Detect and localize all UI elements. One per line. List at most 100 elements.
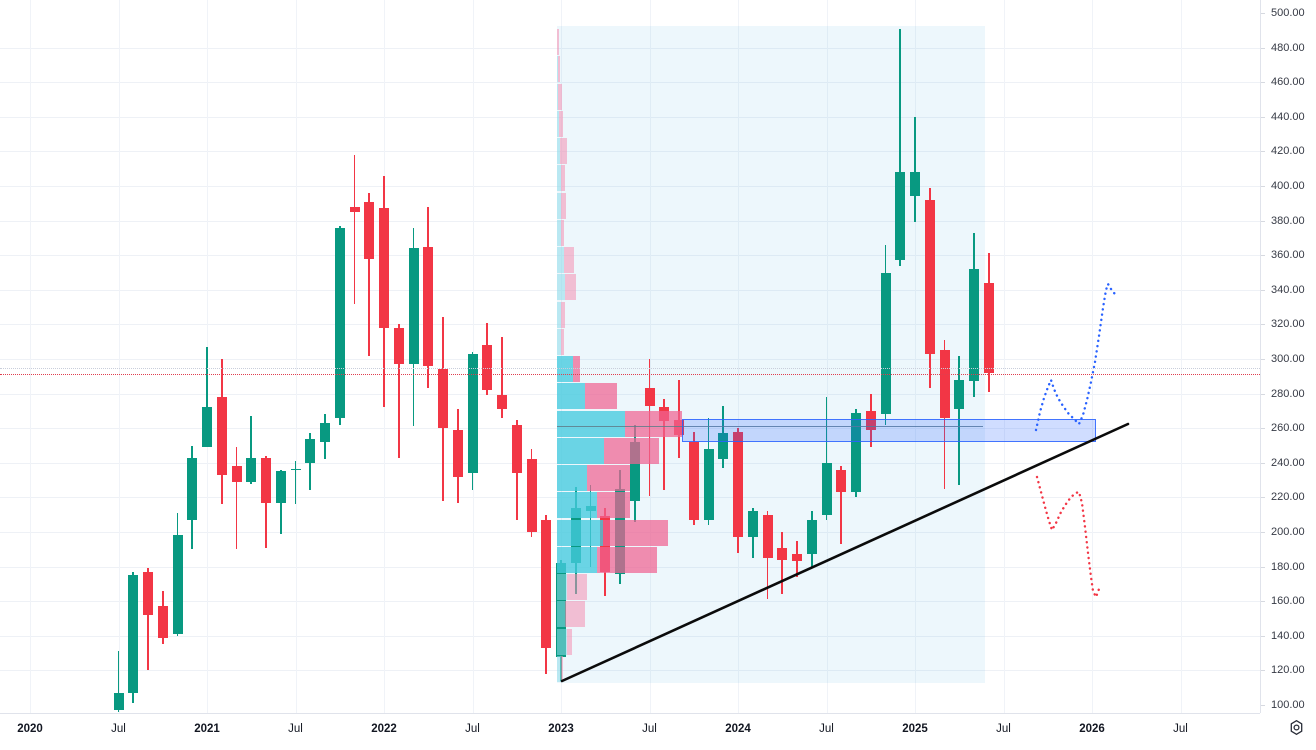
candle-2021-05 bbox=[261, 457, 271, 503]
candle-2022-05 bbox=[438, 369, 448, 429]
candle-wick-2021-03 bbox=[235, 447, 238, 550]
y-axis-label: 260.00 bbox=[1271, 422, 1305, 435]
y-axis-tick bbox=[1261, 532, 1265, 533]
volume-profile-sell-row bbox=[558, 83, 562, 110]
x-axis-label-month: Jul bbox=[1173, 723, 1188, 735]
candle-wick-2020-07 bbox=[117, 651, 120, 712]
candle-2020-09 bbox=[143, 571, 153, 616]
volume-profile-buy-row bbox=[557, 410, 625, 437]
y-axis-label: 320.00 bbox=[1271, 318, 1305, 331]
gridline-vertical bbox=[915, 0, 916, 713]
candle-2024-05 bbox=[792, 554, 802, 562]
volume-profile-buy-row bbox=[557, 83, 558, 110]
candle-2025-02 bbox=[924, 199, 935, 354]
y-axis-label: 480.00 bbox=[1271, 41, 1305, 54]
volume-profile-sell-row bbox=[561, 165, 565, 192]
volume-profile-sell-row bbox=[559, 110, 563, 137]
candlestick-chart-area[interactable] bbox=[0, 0, 1260, 713]
candle-2021-11 bbox=[349, 206, 360, 212]
volume-profile-sell-row bbox=[585, 383, 617, 410]
candle-2023-10 bbox=[688, 442, 699, 520]
y-axis-tick bbox=[1261, 289, 1265, 291]
candle-2020-11 bbox=[172, 535, 183, 635]
y-axis-label: 220.00 bbox=[1271, 491, 1305, 504]
volume-profile-buy-row bbox=[557, 574, 567, 600]
candle-2022-10 bbox=[511, 424, 522, 474]
volume-profile-sell-row bbox=[597, 546, 657, 573]
volume-profile-buy-row bbox=[557, 601, 565, 628]
time-axis[interactable]: 2020 Jul 2021 Jul 2022 Jul 2023 Jul 2024 Jul 2025 J… bbox=[0, 713, 1316, 750]
gridline-vertical bbox=[118, 0, 120, 713]
x-axis-label-month: Jul bbox=[465, 723, 480, 735]
y-axis-tick bbox=[1261, 151, 1265, 153]
x-axis-label-month: Jul bbox=[642, 723, 657, 735]
y-axis-tick bbox=[1261, 13, 1265, 14]
y-axis-label: 500.00 bbox=[1271, 7, 1305, 19]
x-axis-label-year: 2023 bbox=[548, 723, 574, 735]
candle-2020-07 bbox=[113, 692, 124, 711]
candle-2022-09 bbox=[497, 395, 507, 410]
gridline-horizontal bbox=[0, 220, 1260, 222]
candle-2021-06 bbox=[275, 471, 286, 503]
volume-profile-sell-row bbox=[603, 519, 668, 546]
candle-wick-2022-09 bbox=[501, 336, 503, 418]
volume-profile-buy-row bbox=[557, 437, 604, 464]
volume-profile-buy-row bbox=[557, 655, 561, 682]
candle-2022-02 bbox=[393, 327, 404, 365]
candle-2024-10 bbox=[865, 410, 876, 430]
y-axis-tick bbox=[1261, 670, 1265, 672]
candle-2021-08 bbox=[305, 438, 316, 463]
volume-profile-sell-row bbox=[561, 655, 563, 682]
candle-wick-2021-07 bbox=[294, 461, 297, 505]
y-axis-label: 380.00 bbox=[1271, 214, 1305, 227]
candle-2024-01 bbox=[733, 431, 743, 538]
x-axis-label-year: 2026 bbox=[1079, 723, 1105, 735]
gridline-vertical bbox=[826, 0, 828, 713]
candle-wick-2021-04 bbox=[250, 416, 253, 484]
candle-2022-11 bbox=[526, 459, 537, 532]
candle-wick-2024-04 bbox=[781, 532, 784, 595]
price-axis[interactable]: 500.00 480.00 460.00 440.00 420.00 400.00 380.… bbox=[1260, 0, 1316, 713]
candle-wick-2021-12 bbox=[368, 192, 371, 356]
y-axis-tick bbox=[1261, 601, 1265, 603]
volume-profile-range[interactable] bbox=[557, 26, 985, 683]
gridline-horizontal bbox=[0, 255, 1260, 257]
volume-profile-sell-row bbox=[560, 138, 567, 164]
y-axis-tick bbox=[1261, 47, 1265, 49]
y-axis-label: 340.00 bbox=[1271, 283, 1305, 296]
y-axis-tick bbox=[1261, 705, 1265, 706]
y-axis-label: 420.00 bbox=[1271, 145, 1305, 158]
candle-wick-2020-09 bbox=[147, 568, 149, 671]
volume-profile-buy-row bbox=[557, 492, 597, 519]
volume-profile-sell-row bbox=[561, 328, 564, 355]
volume-profile-sell-row bbox=[565, 274, 576, 301]
candle-2020-12 bbox=[187, 457, 198, 520]
y-axis-tick bbox=[1261, 566, 1265, 568]
supply-zone-rectangle[interactable] bbox=[682, 418, 1096, 442]
gridline-vertical bbox=[1092, 0, 1093, 713]
y-axis-label: 400.00 bbox=[1271, 180, 1305, 192]
gridline-horizontal bbox=[0, 47, 1260, 49]
y-axis-tick bbox=[1261, 220, 1265, 222]
candle-2024-03 bbox=[762, 514, 773, 558]
y-axis-label: 180.00 bbox=[1271, 560, 1305, 573]
candle-2022-04 bbox=[423, 246, 434, 366]
candle-2024-11 bbox=[880, 272, 891, 415]
candle-2023-11 bbox=[703, 448, 714, 520]
candle-2024-12 bbox=[895, 172, 906, 261]
y-axis-tick bbox=[1261, 82, 1265, 84]
candle-2024-02 bbox=[747, 511, 758, 538]
candle-2021-12 bbox=[364, 201, 375, 259]
volume-profile-buy-row bbox=[557, 628, 567, 655]
y-axis-tick bbox=[1261, 635, 1265, 637]
candle-2022-07 bbox=[467, 353, 478, 474]
volume-profile-sell-row bbox=[573, 356, 580, 382]
gridline-horizontal bbox=[0, 393, 1260, 395]
bullish-projection-path[interactable] bbox=[1034, 281, 1119, 432]
volume-profile-buy-row bbox=[557, 356, 573, 382]
candle-wick-2021-11 bbox=[353, 154, 356, 304]
candle-2024-06 bbox=[806, 519, 817, 555]
axis-settings-gear-icon[interactable] bbox=[1288, 719, 1305, 741]
candle-2021-09 bbox=[320, 423, 330, 443]
